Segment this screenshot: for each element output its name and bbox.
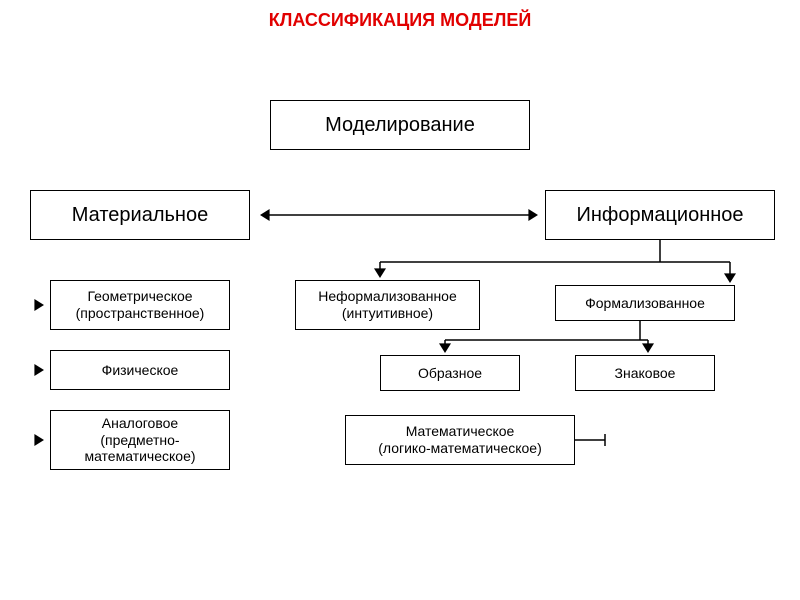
node-analog-label: Аналоговое(предметно-математическое) [84, 415, 195, 465]
node-informational: Информационное [545, 190, 775, 240]
diagram-title: КЛАССИФИКАЦИЯ МОДЕЛЕЙ [230, 10, 570, 31]
node-figurative-label: Образное [418, 365, 482, 382]
node-mathematical: Математическое(логико-математическое) [345, 415, 575, 465]
node-symbolic-label: Знаковое [615, 365, 676, 382]
node-informal: Неформализованное(интуитивное) [295, 280, 480, 330]
node-root: Моделирование [270, 100, 530, 150]
node-physical-label: Физическое [102, 362, 179, 379]
node-formal: Формализованное [555, 285, 735, 321]
node-material-label: Материальное [72, 203, 208, 227]
node-root-label: Моделирование [325, 113, 475, 137]
node-informational-label: Информационное [576, 203, 743, 227]
node-informal-label: Неформализованное(интуитивное) [318, 288, 457, 322]
node-material: Материальное [30, 190, 250, 240]
node-physical: Физическое [50, 350, 230, 390]
node-analog: Аналоговое(предметно-математическое) [50, 410, 230, 470]
node-mathematical-label: Математическое(логико-математическое) [378, 423, 542, 457]
node-formal-label: Формализованное [585, 295, 705, 312]
node-geometric: Геометрическое(пространственное) [50, 280, 230, 330]
node-figurative: Образное [380, 355, 520, 391]
node-symbolic: Знаковое [575, 355, 715, 391]
node-geometric-label: Геометрическое(пространственное) [76, 288, 205, 322]
